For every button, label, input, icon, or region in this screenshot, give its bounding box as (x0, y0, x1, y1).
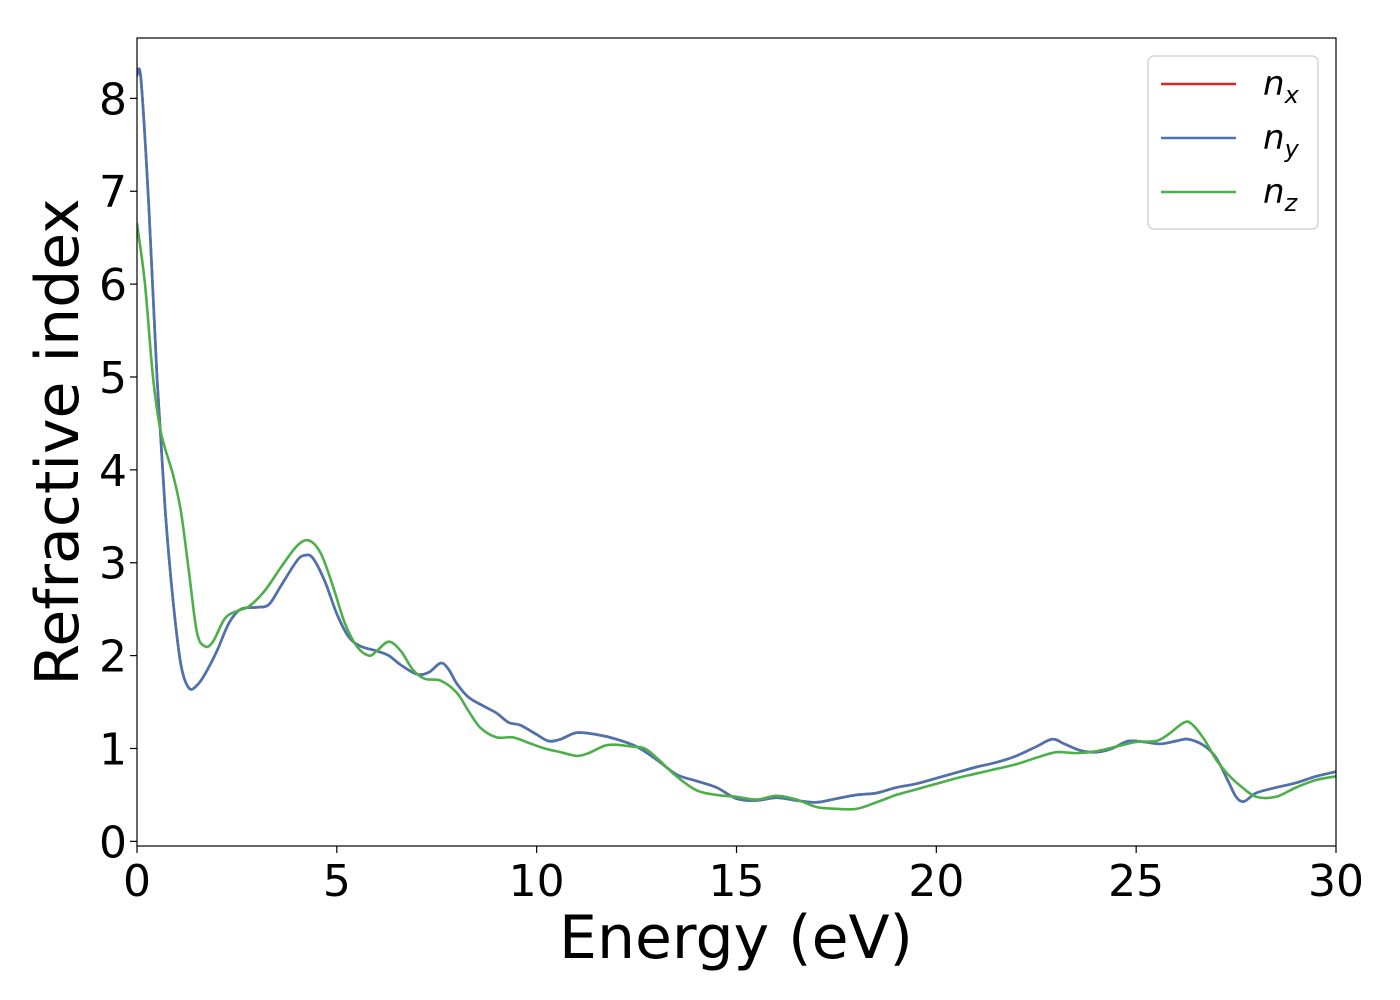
x-tick-label: 5 (323, 856, 351, 907)
y-tick-label: 4 (99, 446, 127, 497)
x-tick-label: 15 (709, 856, 765, 907)
y-tick-label: 2 (99, 632, 127, 683)
x-axis-title: Energy (eV) (559, 903, 913, 973)
series-line-nz (137, 222, 1336, 811)
x-tick-label: 30 (1308, 856, 1364, 907)
y-tick-label: 8 (99, 74, 127, 125)
plot-area (137, 38, 1336, 846)
y-tick-label: 5 (99, 353, 127, 404)
series-layer (137, 67, 1336, 811)
y-tick-label: 7 (99, 167, 127, 218)
y-axis-title: Refractive index (23, 198, 93, 685)
y-tick-label: 1 (99, 724, 127, 775)
legend-label-ny: ny (1263, 118, 1300, 163)
y-tick-label: 3 (99, 539, 127, 590)
x-tick-label: 20 (908, 856, 964, 907)
x-axis-ticks: 0 5 10 15 20 25 30 (123, 846, 1364, 907)
y-tick-label: 6 (99, 260, 127, 311)
legend: nx ny nz (1147, 55, 1319, 230)
legend-box (1147, 55, 1319, 230)
x-tick-label: 25 (1108, 856, 1164, 907)
y-tick-label: 0 (99, 817, 127, 868)
x-tick-label: 0 (123, 856, 151, 907)
legend-label-nz: nz (1263, 172, 1299, 217)
y-axis-ticks: 0 1 2 3 4 5 6 7 8 (99, 74, 137, 868)
x-tick-label: 10 (509, 856, 565, 907)
plot-frame (136, 37, 1337, 847)
legend-label-nx: nx (1263, 64, 1300, 109)
